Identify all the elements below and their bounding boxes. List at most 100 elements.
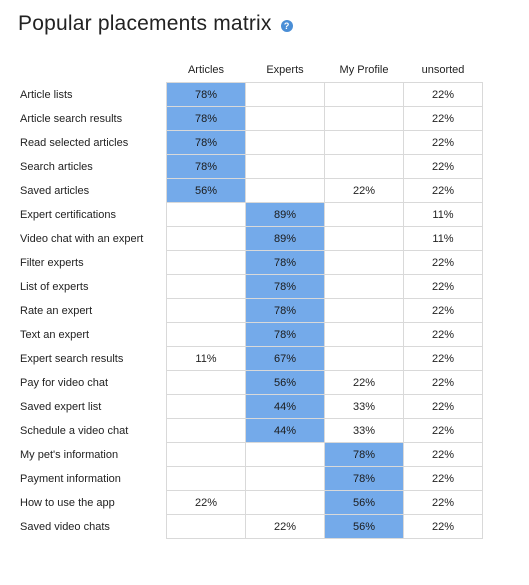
matrix-cell[interactable] <box>245 178 325 203</box>
matrix-cell-highlight[interactable]: 44% <box>245 418 325 443</box>
table-row: Article search results 78% 22% <box>18 106 483 131</box>
table-row: Payment information 78% 22% <box>18 466 483 491</box>
matrix-cell[interactable] <box>245 442 325 467</box>
matrix-cell-highlight[interactable]: 56% <box>245 370 325 395</box>
matrix-cell-highlight[interactable]: 78% <box>245 298 325 323</box>
matrix-cell[interactable]: 22% <box>403 298 483 323</box>
matrix-cell-highlight[interactable]: 78% <box>245 250 325 275</box>
table-row: Article lists 78% 22% <box>18 82 483 107</box>
matrix-cell-highlight[interactable]: 56% <box>324 514 404 539</box>
matrix-cell[interactable] <box>324 202 404 227</box>
matrix-cell[interactable]: 22% <box>403 274 483 299</box>
matrix-cell[interactable]: 22% <box>403 154 483 179</box>
column-header[interactable]: unsorted <box>421 64 465 76</box>
matrix-cell[interactable]: 22% <box>403 178 483 203</box>
row-label: Article lists <box>20 88 73 101</box>
help-icon[interactable]: ? <box>280 19 293 32</box>
matrix-cell-highlight[interactable]: 78% <box>166 154 246 179</box>
placements-matrix: Articles Experts My Profile unsorted Art… <box>18 58 483 539</box>
matrix-cell-highlight[interactable]: 78% <box>166 130 246 155</box>
matrix-cell[interactable] <box>166 250 246 275</box>
matrix-cell[interactable] <box>166 274 246 299</box>
matrix-cell-highlight[interactable]: 78% <box>324 466 404 491</box>
matrix-cell[interactable]: 33% <box>324 394 404 419</box>
matrix-cell[interactable]: 22% <box>166 490 246 515</box>
matrix-cell[interactable] <box>245 154 325 179</box>
matrix-cell[interactable] <box>324 250 404 275</box>
matrix-cell[interactable] <box>324 130 404 155</box>
column-header[interactable]: Experts <box>266 64 304 76</box>
matrix-cell-highlight[interactable]: 89% <box>245 202 325 227</box>
matrix-cell[interactable] <box>324 106 404 131</box>
matrix-cell[interactable] <box>245 466 325 491</box>
matrix-cell[interactable] <box>324 274 404 299</box>
matrix-cell[interactable]: 22% <box>403 418 483 443</box>
matrix-cell[interactable] <box>245 106 325 131</box>
matrix-cell-highlight[interactable]: 89% <box>245 226 325 251</box>
row-label: Saved video chats <box>20 520 110 533</box>
matrix-cell[interactable]: 22% <box>245 514 325 539</box>
row-label: Expert certifications <box>20 208 116 221</box>
matrix-cell[interactable] <box>324 346 404 371</box>
matrix-cell[interactable] <box>166 298 246 323</box>
matrix-cell[interactable] <box>166 322 246 347</box>
matrix-cell[interactable] <box>166 394 246 419</box>
row-header-spacer <box>18 58 167 83</box>
matrix-cell[interactable] <box>166 418 246 443</box>
matrix-cell[interactable]: 11% <box>166 346 246 371</box>
matrix-cell[interactable]: 22% <box>403 394 483 419</box>
matrix-cell[interactable] <box>166 226 246 251</box>
matrix-cell[interactable] <box>324 322 404 347</box>
matrix-cell[interactable] <box>245 82 325 107</box>
matrix-cell-highlight[interactable]: 44% <box>245 394 325 419</box>
matrix-cell[interactable] <box>166 202 246 227</box>
table-row: How to use the app 22% 56% 22% <box>18 490 483 515</box>
matrix-cell[interactable] <box>324 226 404 251</box>
row-label: My pet's information <box>20 448 119 461</box>
matrix-cell[interactable] <box>245 130 325 155</box>
column-header[interactable]: My Profile <box>339 64 389 76</box>
matrix-cell[interactable] <box>166 370 246 395</box>
matrix-cell[interactable]: 22% <box>324 178 404 203</box>
matrix-cell[interactable] <box>324 82 404 107</box>
matrix-cell[interactable]: 22% <box>403 370 483 395</box>
matrix-table: Articles Experts My Profile unsorted Art… <box>18 58 483 539</box>
matrix-cell[interactable]: 11% <box>403 202 483 227</box>
matrix-cell[interactable]: 22% <box>403 490 483 515</box>
matrix-cell[interactable]: 22% <box>403 514 483 539</box>
matrix-cell[interactable] <box>324 298 404 323</box>
matrix-cell-highlight[interactable]: 78% <box>324 442 404 467</box>
matrix-cell[interactable] <box>166 442 246 467</box>
matrix-cell[interactable]: 11% <box>403 226 483 251</box>
matrix-cell[interactable] <box>245 490 325 515</box>
matrix-cell[interactable]: 22% <box>403 346 483 371</box>
matrix-cell[interactable]: 22% <box>403 250 483 275</box>
matrix-cell-highlight[interactable]: 78% <box>245 274 325 299</box>
table-row: Saved articles 56% 22% 22% <box>18 178 483 203</box>
matrix-cell[interactable] <box>166 514 246 539</box>
row-label: Read selected articles <box>20 136 129 149</box>
matrix-cell[interactable]: 22% <box>403 322 483 347</box>
page-title: Popular placements matrix <box>18 12 272 35</box>
matrix-cell[interactable] <box>166 466 246 491</box>
matrix-cell[interactable]: 22% <box>403 442 483 467</box>
matrix-cell[interactable]: 22% <box>403 106 483 131</box>
matrix-cell-highlight[interactable]: 78% <box>166 82 246 107</box>
table-row: Rate an expert 78% 22% <box>18 298 483 323</box>
column-header[interactable]: Articles <box>187 64 225 76</box>
matrix-cell[interactable]: 22% <box>324 370 404 395</box>
matrix-cell-highlight[interactable]: 67% <box>245 346 325 371</box>
matrix-cell-highlight[interactable]: 56% <box>166 178 246 203</box>
matrix-cell[interactable]: 22% <box>403 466 483 491</box>
row-label: Schedule a video chat <box>20 424 129 437</box>
matrix-cell[interactable]: 33% <box>324 418 404 443</box>
matrix-cell-highlight[interactable]: 78% <box>166 106 246 131</box>
matrix-cell-highlight[interactable]: 56% <box>324 490 404 515</box>
matrix-cell[interactable]: 22% <box>403 130 483 155</box>
matrix-cell-highlight[interactable]: 78% <box>245 322 325 347</box>
table-row: Text an expert 78% 22% <box>18 322 483 347</box>
row-label: Text an expert <box>20 328 90 341</box>
matrix-cell[interactable]: 22% <box>403 82 483 107</box>
matrix-cell[interactable] <box>324 154 404 179</box>
table-row: Search articles 78% 22% <box>18 154 483 179</box>
